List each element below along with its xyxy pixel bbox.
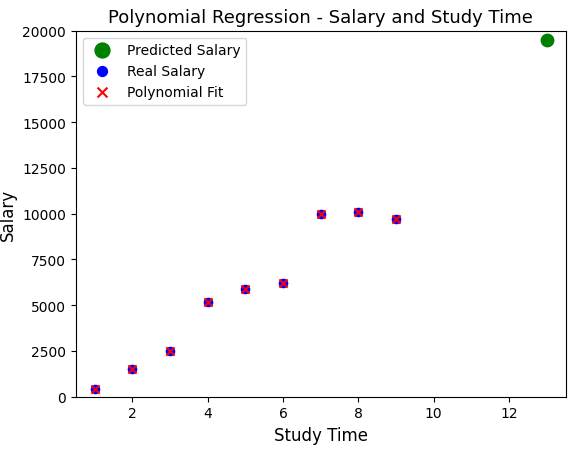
Polynomial Fit: [354, 209, 363, 216]
Polynomial Fit: [90, 386, 99, 393]
Real Salary: [90, 386, 99, 393]
Real Salary: [128, 366, 137, 373]
Title: Polynomial Regression - Salary and Study Time: Polynomial Regression - Salary and Study…: [108, 9, 533, 27]
Legend: Predicted Salary, Real Salary, Polynomial Fit: Predicted Salary, Real Salary, Polynomia…: [83, 38, 247, 106]
X-axis label: Study Time: Study Time: [273, 426, 368, 444]
Polynomial Fit: [166, 348, 175, 355]
Real Salary: [391, 216, 401, 223]
Polynomial Fit: [316, 211, 325, 218]
Y-axis label: Salary: Salary: [0, 188, 17, 240]
Real Salary: [278, 280, 287, 287]
Real Salary: [354, 209, 363, 216]
Polynomial Fit: [128, 366, 137, 373]
Real Salary: [166, 348, 175, 355]
Polynomial Fit: [391, 216, 401, 223]
Polynomial Fit: [278, 280, 287, 287]
Real Salary: [316, 211, 325, 218]
Polynomial Fit: [241, 285, 250, 293]
Real Salary: [203, 298, 212, 305]
Real Salary: [241, 285, 250, 293]
Predicted Salary: [542, 37, 552, 44]
Polynomial Fit: [203, 298, 212, 305]
